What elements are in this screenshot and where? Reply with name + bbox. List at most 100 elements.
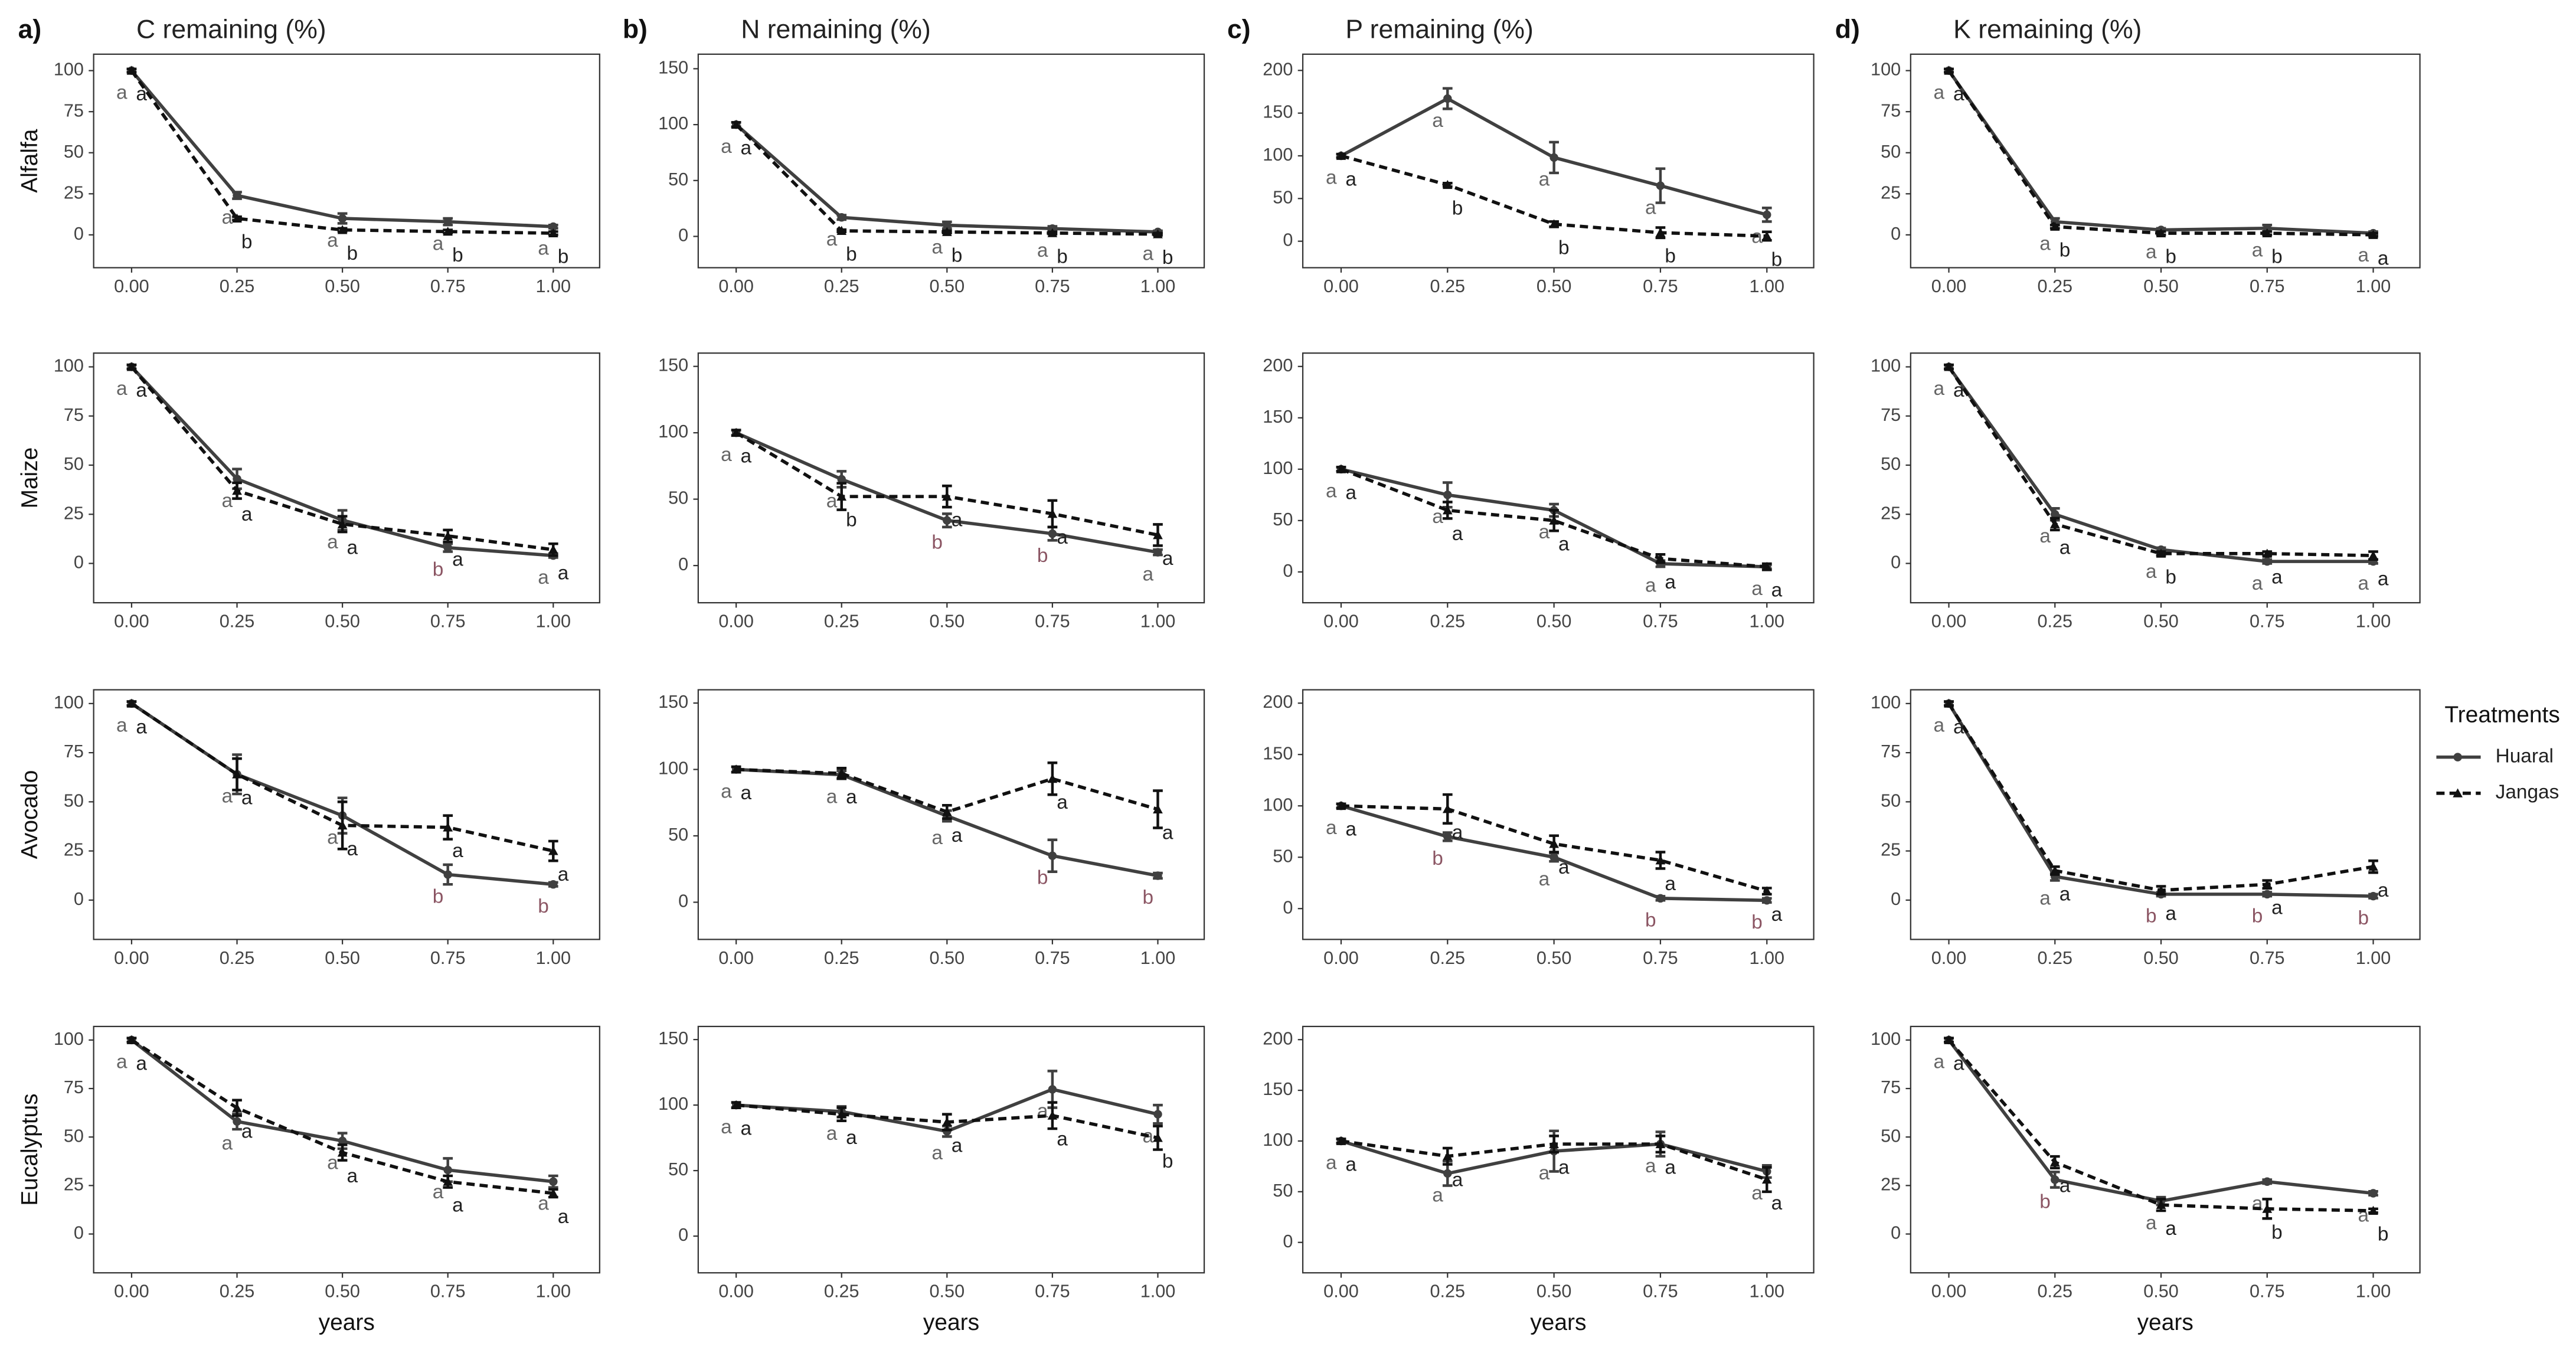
significance-letter: a bbox=[1751, 1182, 1763, 1204]
y-tick-label: 100 bbox=[1871, 60, 1901, 80]
significance-letter: a bbox=[538, 238, 549, 260]
significance-letter: a bbox=[1934, 81, 1945, 103]
y-tick-label: 0 bbox=[1891, 553, 1901, 573]
significance-letter: b bbox=[452, 244, 463, 266]
point bbox=[2262, 879, 2273, 889]
significance-letter: a bbox=[558, 563, 569, 584]
point bbox=[2051, 510, 2060, 519]
significance-letter: a bbox=[2146, 241, 2157, 263]
x-tick-label: 1.00 bbox=[1749, 948, 1784, 968]
y-tick-label: 75 bbox=[1881, 741, 1901, 761]
plot-frame bbox=[697, 1025, 1205, 1274]
point bbox=[548, 544, 558, 554]
point bbox=[836, 491, 847, 501]
x-tick-label: 1.00 bbox=[1140, 948, 1176, 968]
significance-letter: a bbox=[721, 136, 732, 158]
x-tick-label: 0.25 bbox=[220, 1282, 255, 1302]
y-tick-label: 50 bbox=[1273, 187, 1293, 207]
x-tick-label: 1.00 bbox=[2356, 612, 2391, 632]
y-tick-label: 150 bbox=[658, 692, 688, 712]
significance-letter: a bbox=[2378, 880, 2389, 901]
x-tick-label: 1.00 bbox=[1749, 612, 1784, 632]
series-line bbox=[1947, 365, 2374, 563]
significance-letter: a bbox=[347, 1165, 358, 1187]
significance-letter: a bbox=[116, 378, 128, 400]
point bbox=[549, 222, 558, 231]
point bbox=[1549, 153, 1558, 162]
y-tick-label: 50 bbox=[64, 1126, 84, 1146]
significance-letter: a bbox=[1558, 857, 1570, 878]
x-tick-label: 0.75 bbox=[2250, 948, 2285, 968]
x-tick-label: 1.00 bbox=[2356, 948, 2391, 968]
y-tick-label: 75 bbox=[64, 100, 84, 120]
y-tick-label: 150 bbox=[1263, 743, 1293, 763]
y-tick-label: 100 bbox=[54, 1029, 84, 1049]
significance-letter: b bbox=[558, 246, 569, 268]
significance-letter: a bbox=[2165, 1218, 2176, 1240]
x-tick-label: 0.50 bbox=[325, 948, 360, 968]
point bbox=[2369, 1189, 2378, 1198]
y-tick-label: 0 bbox=[1283, 230, 1293, 250]
legend-label: Huaral bbox=[2496, 745, 2554, 767]
significance-letter: b bbox=[538, 895, 549, 917]
significance-letter: a bbox=[1057, 527, 1068, 548]
significance-letter: b bbox=[2165, 246, 2176, 268]
y-tick-label: 0 bbox=[678, 554, 688, 574]
point bbox=[1048, 529, 1057, 538]
significance-letter: a bbox=[952, 1135, 963, 1156]
significance-letter: a bbox=[952, 825, 963, 846]
significance-letter: a bbox=[1432, 506, 1443, 528]
x-tick-label: 0.50 bbox=[930, 612, 965, 632]
point bbox=[2263, 557, 2272, 566]
series-line bbox=[130, 1038, 554, 1195]
significance-letter: a bbox=[1953, 716, 1964, 738]
series-line bbox=[1341, 804, 1768, 893]
x-tick-label: 0.75 bbox=[430, 948, 466, 968]
series-line bbox=[1947, 70, 2374, 237]
x-tick-label: 0.75 bbox=[430, 1282, 466, 1302]
x-axis-label: years bbox=[2137, 1310, 2193, 1335]
x-tick-label: 0.75 bbox=[2250, 612, 2285, 632]
significance-letter: a bbox=[1645, 197, 1656, 218]
significance-letter: a bbox=[241, 1120, 253, 1142]
x-tick-label: 0.00 bbox=[1931, 1282, 1967, 1302]
significance-letter: a bbox=[1345, 482, 1356, 504]
series-line bbox=[735, 123, 1158, 234]
significance-letter: a bbox=[136, 83, 147, 105]
y-tick-label: 100 bbox=[1263, 795, 1293, 815]
significance-letter: a bbox=[826, 786, 838, 808]
significance-letter: b bbox=[1771, 249, 1783, 271]
significance-letter: a bbox=[1665, 1157, 1676, 1179]
point bbox=[1442, 505, 1453, 515]
legend-label: Jangas bbox=[2496, 782, 2559, 803]
significance-letter: b bbox=[1751, 911, 1763, 933]
point bbox=[943, 516, 952, 525]
significance-letter: a bbox=[952, 509, 963, 531]
panel-label: a) bbox=[18, 15, 42, 44]
y-tick-label: 50 bbox=[668, 825, 688, 845]
point bbox=[2049, 221, 2060, 231]
point bbox=[1656, 894, 1665, 903]
significance-letter: a bbox=[327, 531, 338, 553]
x-tick-label: 0.25 bbox=[2037, 612, 2072, 632]
point bbox=[2156, 885, 2166, 895]
significance-letter: a bbox=[1771, 904, 1783, 926]
point bbox=[548, 1188, 558, 1198]
x-tick-label: 0.50 bbox=[930, 948, 965, 968]
x-tick-label: 0.50 bbox=[1537, 612, 1572, 632]
significance-letter: a bbox=[1665, 873, 1676, 895]
significance-letter: b bbox=[433, 885, 444, 907]
x-tick-label: 0.50 bbox=[930, 1282, 965, 1302]
y-tick-label: 25 bbox=[1881, 503, 1901, 523]
y-tick-label: 75 bbox=[64, 405, 84, 425]
point bbox=[942, 807, 952, 816]
point bbox=[1442, 1151, 1453, 1161]
row-label: Maize bbox=[17, 447, 43, 509]
point bbox=[337, 225, 348, 234]
plot-frame bbox=[1302, 1025, 1815, 1274]
x-tick-label: 0.25 bbox=[1430, 612, 1466, 632]
y-tick-label: 50 bbox=[668, 1159, 688, 1179]
y-tick-label: 0 bbox=[678, 891, 688, 911]
point bbox=[1549, 852, 1558, 862]
y-tick-label: 50 bbox=[1881, 454, 1901, 474]
